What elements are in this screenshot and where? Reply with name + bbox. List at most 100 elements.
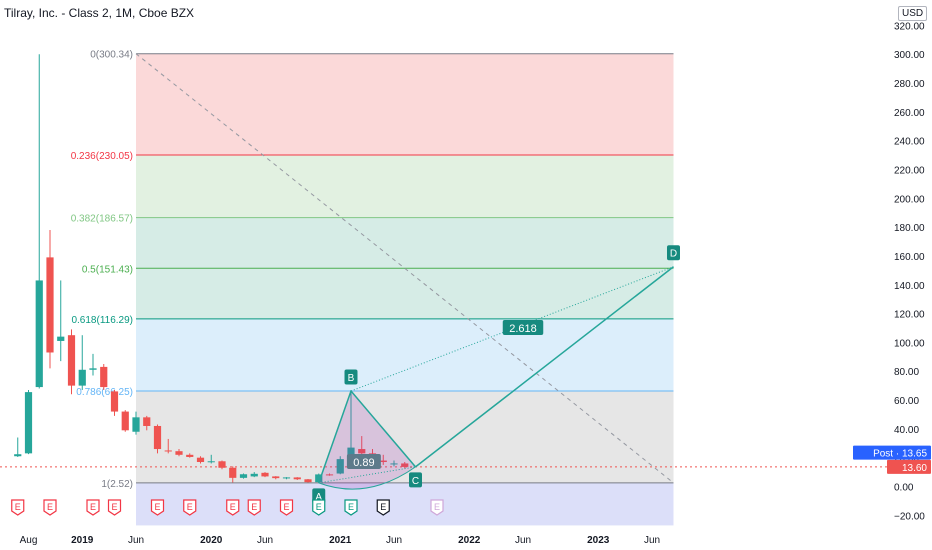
candle[interactable]	[67, 329, 76, 395]
fib-retracement-lines[interactable]: 0(300.34) 0.236(230.05) 0.382(186.57) 0.5(1…	[71, 50, 674, 490]
candle[interactable]	[347, 389, 355, 463]
currency-button[interactable]: USD	[898, 6, 928, 21]
candle[interactable]	[132, 411, 140, 435]
candle-body	[239, 474, 248, 478]
earnings-event-icon[interactable]: E	[107, 499, 122, 516]
candle[interactable]	[229, 466, 237, 483]
candle-body	[282, 477, 291, 479]
pattern-leg-ab[interactable]	[318, 390, 352, 484]
candle[interactable]	[35, 54, 43, 389]
price-tick-label: 240.00	[894, 137, 925, 148]
event-shape	[150, 499, 165, 516]
time-tick-label: Jun	[257, 535, 273, 546]
symbol-legend[interactable]: Tilray, Inc. - Class 2, 1M, Cboe BZX	[4, 6, 195, 20]
candle[interactable]	[207, 454, 215, 464]
pattern-point-c[interactable]: C	[409, 472, 422, 488]
time-tick-label: Jun	[515, 535, 531, 546]
price-axis[interactable]: −20.000.0020.0040.0060.0080.00100.00120.…	[894, 21, 925, 522]
earnings-event-icon[interactable]: E	[376, 499, 390, 516]
candle[interactable]	[24, 389, 33, 455]
candle[interactable]	[78, 335, 86, 390]
price-tick-label: 220.00	[894, 165, 925, 176]
candle[interactable]	[57, 280, 65, 362]
candle[interactable]	[100, 364, 108, 390]
event-shape	[11, 499, 25, 516]
candle[interactable]	[153, 424, 162, 454]
earnings-event-icon[interactable]: E	[183, 499, 197, 516]
pattern-leg-bc[interactable]	[350, 390, 417, 468]
candle-body	[24, 392, 33, 454]
candle[interactable]	[218, 460, 226, 470]
pattern-point-b[interactable]: B	[344, 369, 358, 385]
earnings-event-icon[interactable]: E	[86, 499, 100, 516]
earnings-event-icon[interactable]: E	[43, 499, 57, 516]
candle-body	[401, 463, 409, 467]
candle[interactable]	[121, 410, 129, 432]
earnings-event-icon[interactable]: E	[150, 499, 165, 516]
candle[interactable]	[325, 473, 334, 476]
point-label-text: B	[348, 373, 355, 384]
price-tick-label: 120.00	[894, 310, 925, 321]
candle[interactable]	[304, 479, 312, 483]
candle-body	[153, 425, 162, 450]
ratio-label-text: 0.89	[353, 457, 374, 469]
candle-body	[358, 449, 366, 454]
price-tick-label: 140.00	[894, 281, 925, 292]
candle[interactable]	[401, 462, 409, 469]
candle[interactable]	[250, 472, 258, 478]
fib-zone	[136, 482, 674, 526]
candle[interactable]	[46, 230, 54, 369]
event-shape	[43, 499, 57, 516]
candle[interactable]	[293, 477, 301, 481]
candle[interactable]	[143, 415, 151, 431]
candle[interactable]	[261, 472, 269, 478]
price-tick-label: 300.00	[894, 50, 925, 61]
earnings-event-icon[interactable]: E	[226, 499, 240, 516]
price-tick-label: 200.00	[894, 194, 925, 205]
price-tick-label: 320.00	[894, 21, 925, 32]
candle[interactable]	[358, 436, 366, 455]
candle[interactable]	[110, 389, 119, 416]
earnings-event-icon[interactable]: E	[344, 499, 358, 516]
earnings-event-icon[interactable]: E	[11, 499, 25, 516]
earnings-event-icon[interactable]: E	[247, 499, 261, 516]
price-labels: Post · 13.65 13.60	[853, 445, 931, 474]
candle-body	[132, 417, 140, 432]
candle[interactable]	[14, 437, 22, 457]
fib-level-label: 0.618(116.29)	[71, 315, 133, 326]
candle[interactable]	[272, 476, 280, 480]
time-tick-label: 2019	[71, 535, 94, 546]
fib-zone	[136, 318, 674, 392]
earnings-event-icon[interactable]: E	[279, 499, 294, 516]
event-shape	[279, 499, 294, 516]
candle[interactable]	[282, 477, 291, 480]
earnings-event-icon[interactable]: E	[312, 499, 326, 516]
candle-body	[14, 454, 22, 457]
candle[interactable]	[175, 449, 183, 457]
time-tick-label: Jun	[386, 535, 402, 546]
candle[interactable]	[239, 473, 248, 479]
time-axis[interactable]: Aug 2019 Jun 2020 Jun 2021 Jun 2022 Jun 2023 Jun	[20, 535, 660, 546]
candle[interactable]	[164, 438, 172, 454]
candle[interactable]	[336, 456, 344, 475]
candles[interactable]	[14, 54, 409, 483]
candle[interactable]	[89, 353, 97, 376]
earnings-event-icon[interactable]: E	[430, 499, 444, 516]
point-label-text: C	[412, 476, 419, 487]
candle[interactable]	[196, 456, 205, 464]
fib-trend-line[interactable]	[135, 53, 674, 484]
price-badge-text: 13.60	[902, 463, 927, 474]
price-tick-label: 60.00	[894, 396, 919, 407]
candle[interactable]	[186, 453, 194, 458]
point-label-text: D	[670, 249, 677, 260]
time-tick-label: Jun	[644, 535, 660, 546]
pattern-leg-cd[interactable]	[415, 266, 674, 468]
event-shape	[226, 499, 240, 516]
candle[interactable]	[379, 454, 387, 465]
candle[interactable]	[390, 460, 398, 467]
pattern-point-d[interactable]: D	[667, 245, 680, 261]
fib-zone	[136, 217, 674, 269]
